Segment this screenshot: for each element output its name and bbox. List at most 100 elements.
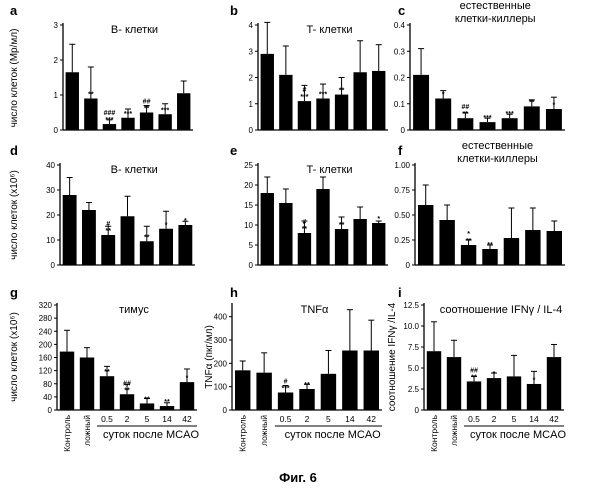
y-tick-label: 0 bbox=[415, 406, 420, 415]
panel-letter: d bbox=[10, 143, 18, 158]
bar bbox=[525, 230, 540, 265]
panel-letter: g bbox=[10, 285, 18, 300]
significance-marker: ** bbox=[144, 234, 150, 241]
y-tick-label: 15 bbox=[244, 201, 253, 210]
x-category-label: 0.5 bbox=[101, 414, 113, 424]
significance-marker: * bbox=[377, 216, 380, 223]
x-category-label: 42 bbox=[367, 414, 377, 424]
chart-panel-e: eT- клетки0510152025#***** bbox=[230, 143, 388, 270]
chart-title: естественные bbox=[460, 0, 531, 12]
y-tick-label: 0 bbox=[401, 126, 406, 135]
bar bbox=[316, 99, 329, 131]
y-tick-label: 120 bbox=[39, 367, 53, 376]
x-axis-caption: суток после MCAO bbox=[470, 429, 567, 441]
panel-letter: h bbox=[230, 285, 238, 300]
bar bbox=[467, 381, 481, 410]
significance-marker: ** bbox=[471, 374, 477, 381]
bar bbox=[372, 71, 385, 130]
y-tick-label: 2 bbox=[249, 74, 254, 83]
bar bbox=[342, 351, 357, 411]
significance-marker: ** bbox=[302, 226, 308, 233]
x-category-label: ложный bbox=[259, 415, 269, 446]
y-tick-label: 240 bbox=[39, 327, 53, 336]
panel-letter: b bbox=[230, 3, 238, 18]
bar bbox=[502, 118, 518, 130]
significance-marker: * bbox=[165, 222, 168, 229]
y-tick-label: 0.3 bbox=[394, 47, 406, 56]
significance-marker: *** bbox=[124, 111, 132, 118]
significance-marker: # bbox=[106, 221, 110, 228]
bar bbox=[299, 389, 314, 410]
chart-panel-a: aB- клетки0123**###******##***** bbox=[10, 3, 193, 135]
bar bbox=[461, 245, 476, 265]
y-tick-label: 300 bbox=[214, 336, 228, 345]
significance-marker: ** bbox=[144, 106, 150, 113]
y-tick-label: 3 bbox=[249, 47, 254, 56]
significance-marker: *** bbox=[161, 107, 169, 114]
significance-marker: *** bbox=[300, 94, 308, 101]
chart-panel-c: cестественныеклетки-киллеры00.10.20.30.4… bbox=[394, 0, 565, 135]
y-tick-label: 0 bbox=[223, 406, 228, 415]
bar bbox=[482, 249, 497, 265]
bar bbox=[439, 220, 454, 265]
y-axis-label-h: TNFα (пкг/мл) bbox=[204, 325, 215, 389]
bar bbox=[159, 229, 173, 265]
x-category-label: ложный bbox=[449, 415, 459, 446]
y-tick-label: 400 bbox=[214, 313, 228, 322]
bar bbox=[279, 75, 292, 130]
significance-marker: ** bbox=[529, 99, 535, 106]
y-axis-label-g: число клеток (x10⁶) bbox=[9, 312, 20, 402]
bar bbox=[457, 118, 473, 130]
significance-marker: ** bbox=[105, 228, 111, 235]
y-tick-label: 200 bbox=[214, 359, 228, 368]
significance-marker: ** bbox=[466, 238, 472, 245]
panel-letter: f bbox=[398, 143, 403, 158]
bar bbox=[180, 382, 194, 410]
x-category-label: ложный bbox=[82, 415, 92, 446]
y-tick-label: 0 bbox=[51, 261, 56, 270]
chart-title: TNFα bbox=[301, 304, 329, 316]
y-tick-label: 0.1 bbox=[394, 100, 406, 109]
y-tick-label: 0 bbox=[54, 126, 59, 135]
x-category-label: Контроль bbox=[429, 414, 439, 451]
y-tick-label: 7.5 bbox=[408, 343, 420, 352]
significance-marker: ## bbox=[461, 104, 469, 111]
significance-marker: ** bbox=[164, 399, 170, 406]
x-category-label: 5 bbox=[145, 414, 150, 424]
bar bbox=[60, 352, 74, 410]
y-tick-label: 3 bbox=[54, 21, 59, 30]
panel-letter: c bbox=[398, 3, 405, 18]
bar bbox=[103, 124, 116, 130]
significance-marker: ** bbox=[339, 222, 345, 229]
y-tick-label: 10 bbox=[244, 221, 253, 230]
y-tick-label: 1 bbox=[249, 100, 254, 109]
bar bbox=[63, 195, 77, 265]
bar bbox=[316, 189, 329, 265]
y-tick-label: 0.25 bbox=[394, 236, 410, 245]
bar bbox=[120, 394, 134, 410]
y-tick-label: 5.0 bbox=[408, 364, 420, 373]
x-category-label: 42 bbox=[182, 414, 192, 424]
y-tick-label: 0 bbox=[249, 261, 254, 270]
x-category-label: 14 bbox=[345, 414, 355, 424]
y-tick-label: 100 bbox=[214, 383, 228, 392]
bar bbox=[335, 95, 348, 130]
significance-marker: * bbox=[442, 92, 445, 99]
significance-marker: ** bbox=[144, 396, 150, 403]
bar bbox=[524, 106, 540, 130]
bar bbox=[278, 393, 293, 411]
y-tick-label: 12.5 bbox=[403, 301, 419, 310]
chart-title: B- клетки bbox=[111, 24, 158, 36]
significance-marker: * bbox=[184, 218, 187, 225]
y-tick-label: 0 bbox=[249, 126, 254, 135]
bar bbox=[413, 75, 429, 130]
y-tick-label: 0.75 bbox=[394, 186, 410, 195]
y-axis-label-row2: число клеток (x10⁶) bbox=[9, 170, 20, 260]
x-axis-caption: суток после MCAO bbox=[285, 429, 382, 441]
bar bbox=[140, 403, 154, 410]
bar bbox=[178, 225, 192, 265]
y-tick-label: 0.50 bbox=[394, 211, 410, 220]
significance-marker: ** bbox=[304, 382, 310, 389]
y-tick-label: 1 bbox=[54, 91, 59, 100]
